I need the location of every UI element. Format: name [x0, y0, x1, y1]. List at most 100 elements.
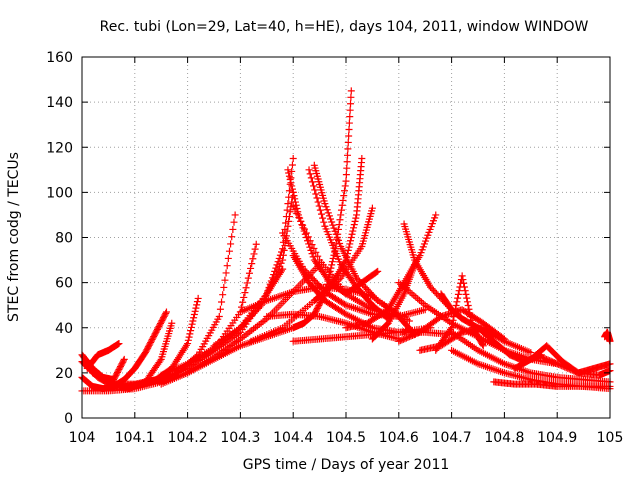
data-point: [534, 351, 542, 359]
data-point: [326, 267, 334, 275]
data-point: [314, 198, 322, 206]
data-point: [317, 210, 325, 218]
data-point: [459, 276, 467, 284]
data-point: [297, 217, 305, 225]
data-point: [277, 259, 285, 267]
data-point: [295, 214, 303, 222]
data-point: [458, 272, 466, 280]
y-tick-label: 80: [55, 231, 73, 247]
data-point: [190, 311, 198, 319]
series-arc-29: [448, 328, 614, 386]
data-point: [553, 360, 561, 368]
data-point: [219, 291, 227, 299]
data-point: [358, 155, 366, 163]
x-tick-label: 104.2: [168, 430, 208, 446]
data-point: [463, 294, 471, 302]
data-point: [250, 309, 258, 317]
data-point: [305, 166, 313, 174]
data-point: [368, 204, 376, 212]
data-point: [321, 200, 329, 208]
data-point: [224, 254, 232, 262]
data-point: [396, 337, 404, 345]
data-point: [460, 283, 468, 291]
data-point: [431, 288, 439, 296]
data-point: [348, 230, 356, 238]
data-point: [325, 274, 333, 282]
data-point: [399, 335, 407, 343]
x-axis-label: GPS time / Days of year 2011: [243, 457, 450, 473]
data-point: [346, 240, 354, 248]
data-point: [248, 311, 256, 319]
data-point: [338, 201, 346, 209]
data-point: [334, 236, 342, 244]
data-point: [309, 275, 317, 283]
data-point: [564, 364, 572, 372]
data-point: [218, 298, 226, 306]
data-point: [288, 167, 296, 175]
data-point: [276, 263, 284, 271]
data-point: [345, 119, 353, 127]
data-point: [162, 308, 170, 316]
data-point: [328, 258, 336, 266]
data-point: [328, 261, 336, 269]
data-point: [479, 341, 487, 349]
data-point: [337, 206, 345, 214]
data-point: [353, 274, 361, 282]
data-point: [244, 316, 252, 324]
data-point: [120, 355, 128, 363]
data-point: [567, 366, 575, 374]
data-point: [342, 256, 350, 264]
data-point: [568, 366, 576, 374]
data-point: [345, 132, 353, 140]
data-point: [267, 282, 275, 290]
data-point: [273, 269, 281, 277]
data-point: [285, 217, 293, 225]
data-point: [558, 362, 566, 370]
data-point: [350, 224, 358, 232]
data-point: [407, 332, 415, 340]
data-point: [561, 363, 569, 371]
data-point: [347, 93, 355, 101]
data-point: [274, 258, 282, 266]
y-tick-label: 120: [46, 140, 73, 156]
data-point: [319, 214, 327, 222]
data-point: [289, 202, 297, 210]
data-point: [244, 274, 252, 282]
data-point: [398, 336, 406, 344]
series-arc-38: [395, 279, 561, 368]
data-point: [250, 250, 258, 258]
data-point: [344, 138, 352, 146]
data-point: [334, 230, 342, 238]
data-point: [187, 323, 195, 331]
data-point: [306, 170, 314, 178]
data-point: [308, 250, 316, 258]
data-point: [556, 361, 564, 369]
data-point: [334, 225, 342, 233]
data-point: [308, 241, 316, 249]
data-point: [284, 200, 292, 208]
data-point: [316, 261, 324, 269]
data-point: [184, 340, 192, 348]
x-tick-label: 105: [597, 430, 624, 446]
data-point: [289, 324, 297, 332]
data-point: [453, 298, 461, 306]
data-point: [192, 304, 200, 312]
data-point: [240, 293, 248, 301]
data-point: [347, 234, 355, 241]
data-point: [559, 362, 567, 370]
series-arc-05: [83, 340, 123, 372]
data-point: [280, 246, 288, 254]
data-point: [285, 187, 293, 195]
data-point: [187, 327, 195, 335]
data-point: [239, 321, 247, 329]
data-point: [264, 288, 272, 296]
data-point: [347, 237, 355, 245]
data-point: [248, 260, 256, 268]
data-point: [359, 281, 367, 289]
data-point: [288, 185, 296, 193]
data-point: [460, 279, 468, 287]
data-point: [279, 251, 287, 259]
data-point: [343, 158, 351, 166]
data-point: [405, 317, 413, 325]
data-point: [432, 211, 440, 219]
